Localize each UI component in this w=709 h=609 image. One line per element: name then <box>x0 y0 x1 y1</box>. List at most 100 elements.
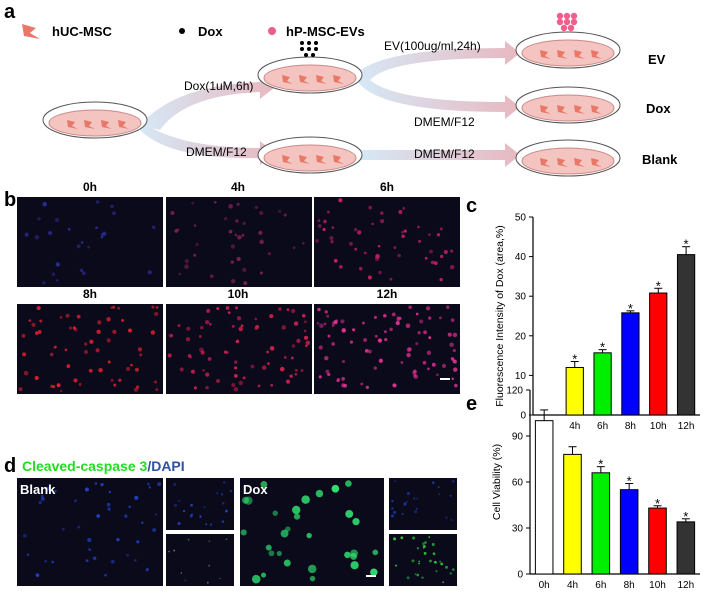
cell-icon <box>282 75 293 84</box>
cell <box>367 349 372 354</box>
cell <box>391 507 394 510</box>
panel-d: d Cleaved-caspase 3/DAPI <box>4 455 185 477</box>
cell <box>454 383 458 388</box>
cell <box>307 564 317 574</box>
cell <box>227 311 231 315</box>
cell <box>215 378 221 384</box>
dishes <box>42 12 621 177</box>
cell <box>106 338 111 343</box>
cell <box>443 249 448 255</box>
cell <box>112 305 116 309</box>
cell <box>34 235 40 240</box>
cell-icon <box>101 120 112 129</box>
cell-icon <box>22 24 40 39</box>
cell <box>260 480 268 488</box>
cell <box>61 527 65 531</box>
cell <box>128 505 131 509</box>
cell-icon <box>540 50 551 59</box>
cell <box>290 356 294 360</box>
micrograph <box>17 197 163 287</box>
cell <box>318 375 322 379</box>
cell <box>76 244 81 249</box>
cell <box>324 310 328 314</box>
cell <box>216 492 219 494</box>
cell <box>323 219 327 224</box>
x-tick-label: 12h <box>678 421 695 432</box>
cell <box>450 518 453 521</box>
cell <box>427 367 430 371</box>
cell <box>235 339 240 344</box>
cell <box>401 234 405 239</box>
cell <box>350 553 357 560</box>
cell <box>154 380 158 384</box>
cell <box>270 383 274 387</box>
cell <box>35 331 39 335</box>
panel-label: d <box>4 455 16 477</box>
ev-dot <box>560 24 568 32</box>
x-tick-label: 4h <box>569 421 580 432</box>
cell <box>170 210 175 215</box>
panel-label: c <box>466 195 477 217</box>
cell <box>209 523 213 526</box>
cell <box>128 328 132 333</box>
cell <box>413 497 416 500</box>
time-label: 6h <box>380 180 394 194</box>
cell <box>259 210 264 215</box>
cell <box>418 560 421 563</box>
cell <box>116 537 120 542</box>
cell <box>325 369 330 374</box>
cell <box>193 386 197 390</box>
cell <box>436 233 441 237</box>
x-tick-label: 10h <box>649 580 666 591</box>
cell <box>304 335 309 340</box>
cell <box>352 328 356 332</box>
cell <box>393 537 397 541</box>
cell <box>154 513 158 516</box>
panel-b: b 0h 4h 6h 8h 10h 12h <box>4 180 397 301</box>
cell <box>452 348 456 353</box>
cell <box>195 242 199 246</box>
cell <box>397 253 401 258</box>
cell <box>323 322 327 326</box>
medium <box>521 39 615 67</box>
arrow-label: DMEM/F12 <box>186 145 247 159</box>
cell <box>327 372 331 377</box>
cell <box>134 559 137 562</box>
cell <box>95 348 100 353</box>
cell <box>276 550 282 557</box>
bar <box>591 472 611 575</box>
cell <box>97 320 102 325</box>
cell <box>51 272 56 277</box>
cell <box>236 202 240 206</box>
cell <box>330 239 334 244</box>
ev-dot <box>563 18 571 26</box>
arrow-label: DMEM/F12 <box>414 147 475 161</box>
cell <box>291 308 296 313</box>
cell <box>401 513 404 515</box>
cell <box>231 382 236 387</box>
cell <box>87 245 91 249</box>
panel-label: b <box>4 189 16 211</box>
bar <box>593 352 612 416</box>
cell <box>208 540 211 542</box>
x-tick-label: 4h <box>567 580 578 591</box>
cell-icon <box>574 50 585 59</box>
cell <box>293 321 299 326</box>
legend-text: Dox <box>198 24 223 39</box>
cell <box>174 229 179 233</box>
x-tick-label: 12h <box>677 580 694 591</box>
cell-icon <box>591 105 602 114</box>
cell <box>126 553 130 557</box>
cell <box>42 201 47 207</box>
cell <box>374 256 380 261</box>
cell-icon <box>591 158 602 167</box>
cell <box>389 327 393 332</box>
cell <box>147 270 152 275</box>
dox-dot <box>304 53 308 57</box>
cell <box>390 514 394 518</box>
cell <box>449 494 452 497</box>
cell <box>186 326 191 331</box>
cell <box>202 369 205 372</box>
cell <box>191 201 194 205</box>
bar <box>534 420 554 575</box>
